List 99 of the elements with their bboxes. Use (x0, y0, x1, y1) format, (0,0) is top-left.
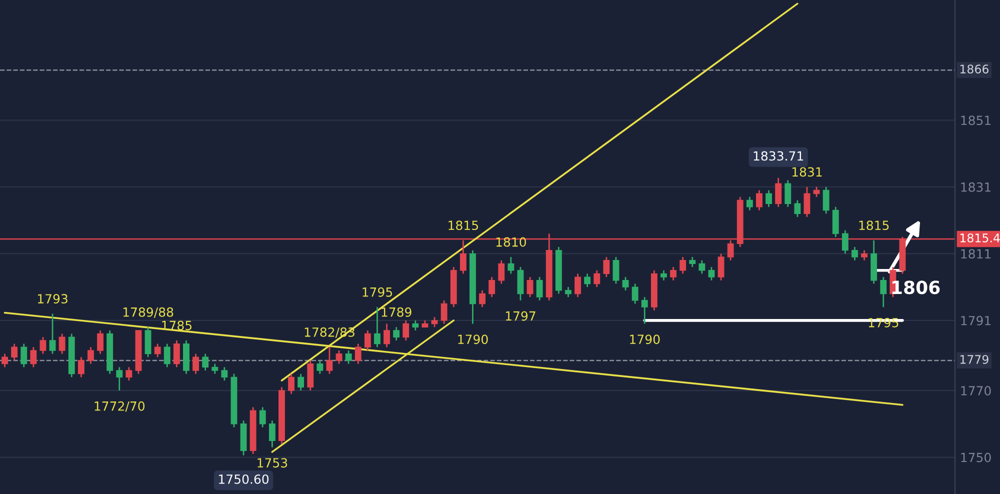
candlestick (680, 256, 686, 274)
y-tick-label: 1851 (961, 116, 991, 126)
candlestick (268, 420, 276, 448)
candlestick (880, 276, 887, 308)
candlestick (2, 353, 8, 368)
candlestick (354, 343, 362, 365)
candlestick (384, 323, 390, 348)
candlestick (756, 190, 762, 211)
candlestick (97, 330, 104, 355)
candlestick (20, 343, 28, 368)
y-tick-label: 1770 (961, 386, 991, 396)
annotation: 1790 (630, 334, 660, 344)
candlestick (622, 276, 629, 292)
candlestick (374, 306, 380, 348)
candlestick (336, 350, 342, 365)
candlestick (498, 260, 505, 284)
annotation: 1772/70 (94, 401, 145, 412)
candlestick (164, 343, 170, 368)
candlestick (202, 353, 209, 372)
candlestick (698, 260, 706, 274)
annotation: 1833.71 (754, 151, 804, 161)
candlestick (88, 346, 94, 365)
candlestick (775, 177, 782, 208)
annotation: 1750.60 (219, 474, 269, 484)
candlestick (594, 270, 600, 288)
candlestick (11, 343, 18, 362)
candlestick (49, 313, 56, 355)
candlestick (746, 196, 753, 211)
candlestick (144, 326, 152, 358)
candlestick (804, 186, 810, 218)
candlestick (40, 336, 46, 355)
candlestick (192, 353, 199, 375)
candlestick (116, 366, 123, 392)
candlestick (298, 373, 304, 392)
candlestick (718, 252, 724, 282)
candlestick (221, 366, 228, 382)
y-tick-label: 1831 (961, 182, 991, 192)
candlestick (431, 316, 438, 328)
candlestick (612, 256, 620, 284)
candlestick (536, 276, 543, 302)
candlestick (632, 283, 638, 304)
candlestick (326, 346, 333, 375)
annotation: 1789 (382, 307, 412, 317)
candlestick (832, 206, 839, 238)
candlestick (861, 250, 868, 262)
candlestick (822, 186, 830, 214)
candlestick (526, 276, 534, 298)
y-tick-label: 1791 (961, 316, 991, 326)
candlestick (364, 330, 371, 352)
candlestick (316, 360, 324, 375)
candlestick (393, 326, 400, 342)
candlestick (813, 186, 820, 198)
candlestick (154, 343, 161, 358)
candlestick (689, 256, 696, 268)
annotation: 1789/88 (123, 307, 174, 318)
candlestick (584, 273, 591, 288)
candlestick (126, 366, 132, 382)
candlestick (852, 246, 858, 262)
candlestick (603, 256, 610, 278)
candlestick (212, 363, 218, 375)
candlestick (842, 230, 848, 254)
candlestick (670, 266, 676, 282)
annotation: 1810 (496, 237, 526, 247)
ref-line-label: 1779 (960, 354, 988, 364)
ref-line-label: 1815.4 (960, 233, 1000, 242)
annotation: 1795 (362, 287, 392, 297)
ref-line-label: 1866 (960, 64, 988, 74)
candlestick (440, 300, 448, 324)
candlestick (508, 256, 514, 274)
y-tick-label: 1811 (961, 249, 991, 259)
candlestick (173, 340, 180, 368)
candlestick (708, 266, 715, 282)
candlestick (78, 356, 84, 378)
candlestick (517, 266, 524, 302)
annotation: 1831 (792, 167, 822, 177)
candlestick (794, 200, 801, 218)
candlestick (412, 320, 419, 332)
annotation: 1790 (458, 334, 488, 344)
y-tick-label: 1750 (961, 452, 991, 462)
candlestick (402, 320, 410, 342)
candlestick (488, 276, 496, 298)
annotation: 1815 (859, 220, 889, 230)
candlestick (766, 190, 772, 208)
candlestick (307, 360, 314, 392)
annotation: 1815 (448, 220, 478, 230)
annotation: 1797 (506, 311, 536, 321)
candlestick (784, 180, 792, 208)
candlestick (565, 286, 572, 298)
candlestick (30, 346, 37, 368)
candlestick (641, 296, 648, 324)
candlestick (288, 373, 294, 395)
candlestick (259, 406, 266, 428)
candlestick (345, 350, 352, 365)
candlestick (479, 290, 486, 308)
annotation: 1753 (258, 458, 288, 468)
candlestick (58, 333, 66, 355)
annotation: 1793 (38, 294, 68, 304)
candlestick (574, 273, 581, 298)
candlestick (660, 270, 667, 282)
